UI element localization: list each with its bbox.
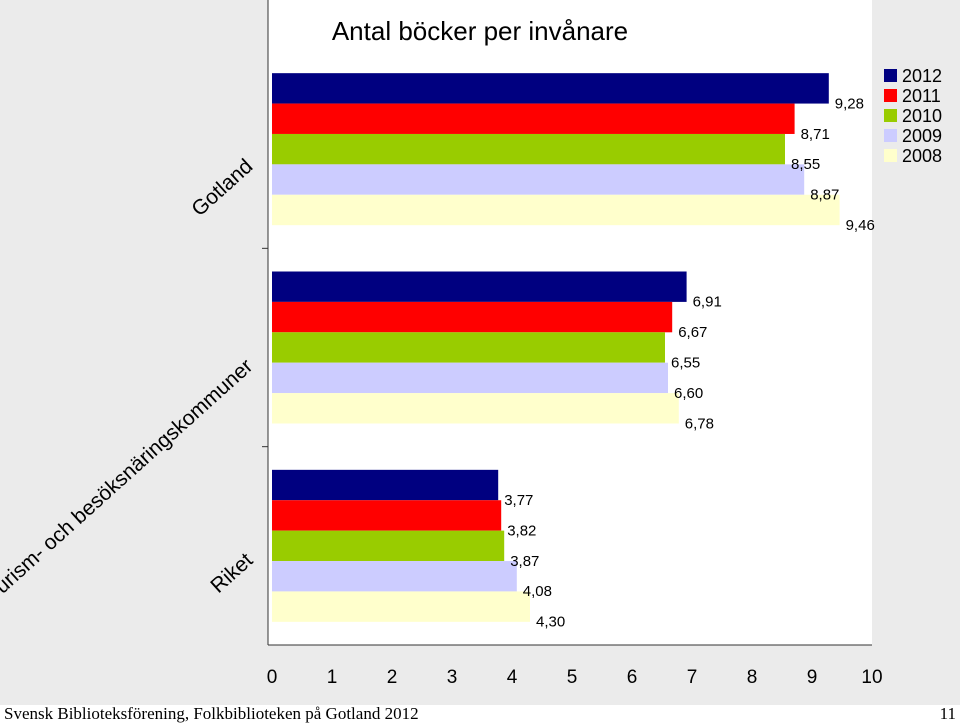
bar-2010-0 — [272, 133, 785, 165]
x-tick-label-7: 7 — [687, 667, 698, 688]
bar-2011-1 — [272, 301, 673, 333]
bar-2011-0 — [272, 103, 795, 134]
bar-2008-0 — [272, 194, 840, 226]
legend-swatch-2010 — [884, 109, 897, 122]
x-tick-label-8: 8 — [747, 667, 758, 688]
bar-2011-2 — [272, 500, 502, 531]
data-label-2009-0: 8,87 — [810, 187, 839, 204]
bar-2010-2 — [272, 530, 505, 562]
page-number: 11 — [939, 704, 956, 723]
legend-swatch-2008 — [884, 149, 897, 162]
data-label-2011-1: 6,67 — [678, 324, 707, 341]
bar-2009-1 — [272, 362, 668, 394]
data-label-2008-1: 6,78 — [685, 415, 714, 432]
data-label-2012-0: 9,28 — [835, 95, 864, 112]
x-tick-label-3: 3 — [447, 667, 458, 688]
bar-2010-1 — [272, 332, 665, 363]
legend-swatch-2011 — [884, 89, 897, 102]
data-label-2010-1: 6,55 — [671, 355, 700, 372]
legend-label-2011: 2011 — [902, 86, 941, 106]
data-label-2009-2: 4,08 — [523, 583, 552, 600]
bar-2012-1 — [272, 271, 687, 302]
legend-label-2010: 2010 — [902, 106, 942, 126]
bar-2012-2 — [272, 469, 499, 501]
chart-title: Antal böcker per invånare — [332, 16, 628, 46]
data-label-2012-2: 3,77 — [504, 492, 533, 509]
data-label-2012-1: 6,91 — [693, 294, 722, 311]
footer-source: Svensk Biblioteksförening, Folkbibliotek… — [4, 704, 419, 723]
data-label-2011-2: 3,82 — [507, 522, 536, 539]
x-tick-label-6: 6 — [627, 667, 638, 688]
bar-2008-2 — [272, 591, 530, 622]
legend-label-2008: 2008 — [902, 146, 942, 166]
data-label-2011-0: 8,71 — [801, 126, 830, 143]
page-footer: Svensk Biblioteksförening, Folkbibliotek… — [4, 704, 956, 724]
bar-2009-2 — [272, 561, 517, 592]
bar-chart: Antal böcker per invånare 9,28 8,71 8,55 8,… — [0, 0, 960, 705]
data-label-2008-0: 9,46 — [846, 217, 875, 234]
bar-2012-0 — [272, 73, 829, 104]
legend-swatch-2009 — [884, 129, 897, 142]
x-tick-label-10: 10 — [861, 667, 882, 688]
data-label-2009-1: 6,60 — [674, 385, 703, 402]
legend-label-2009: 2009 — [902, 126, 942, 146]
x-tick-label-9: 9 — [807, 667, 818, 688]
bar-2009-0 — [272, 164, 805, 195]
x-tick-label-2: 2 — [387, 667, 398, 688]
x-tick-label-1: 1 — [327, 667, 338, 688]
data-label-2010-0: 8,55 — [791, 156, 820, 173]
x-tick-label-4: 4 — [507, 667, 518, 688]
data-label-2008-2: 4,30 — [536, 614, 565, 631]
x-tick-label-0: 0 — [267, 667, 278, 688]
bar-2008-1 — [272, 393, 679, 424]
legend-swatch-2012 — [884, 69, 897, 82]
legend-label-2012: 2012 — [902, 66, 942, 86]
data-label-2010-2: 3,87 — [510, 553, 539, 570]
x-tick-label-5: 5 — [567, 667, 578, 688]
